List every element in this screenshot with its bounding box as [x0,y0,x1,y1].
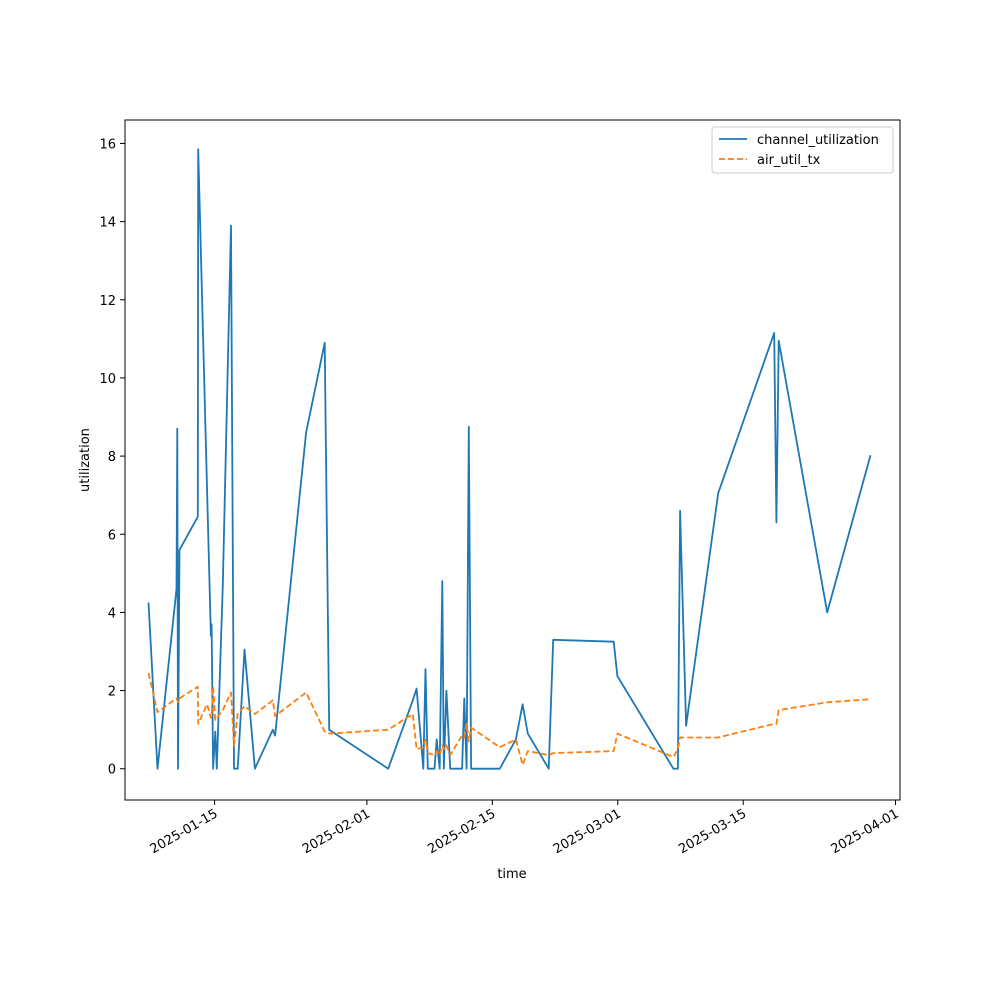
legend-label-air-util-tx: air_util_tx [757,153,821,168]
plot-area [147,148,872,770]
y-tick-label: 0 [108,763,116,778]
series-line-channel-utilization [147,148,872,770]
y-tick-label: 4 [108,606,116,621]
y-tick-label: 14 [99,216,116,231]
legend-box [711,126,894,174]
y-tick-label: 2 [108,685,116,700]
y-tick-label: 12 [99,294,116,309]
y-tick-label: 8 [108,450,116,465]
legend: channel_utilization air_util_tx [711,126,894,174]
x-axis-label: time [497,867,526,882]
y-axis-ticks: 0 2 4 6 8 10 12 14 16 [99,137,125,778]
y-tick-label: 16 [99,137,116,152]
legend-label-channel-utilization: channel_utilization [757,133,879,148]
y-tick-label: 6 [108,528,116,543]
y-axis-label: utilization [78,428,93,492]
axes-frame [124,119,901,801]
y-tick-label: 10 [99,372,116,387]
series-line-air-util-tx [147,672,871,766]
